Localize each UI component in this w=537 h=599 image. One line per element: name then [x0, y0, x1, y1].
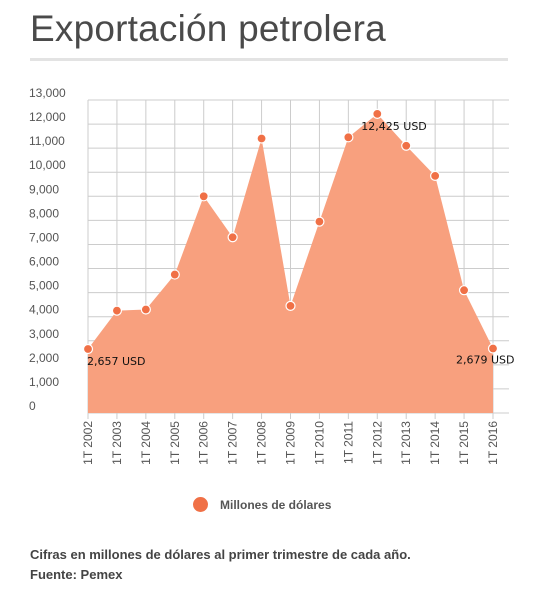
y-tick-label: 2,000: [29, 351, 59, 365]
y-tick-label: 0: [29, 399, 36, 413]
data-point: [169, 269, 180, 280]
x-tick-label: 1T 2012: [370, 421, 384, 465]
y-tick-label: 5,000: [29, 279, 59, 293]
x-tick-label: 1T 2006: [197, 421, 211, 465]
data-point: [314, 216, 325, 227]
page-title: Exportación petrolera: [30, 8, 386, 49]
y-tick-label: 9,000: [29, 182, 59, 196]
data-label: 2,657 USD: [87, 355, 146, 368]
footnote: Cifras en millones de dólares al primer …: [30, 545, 411, 585]
x-tick-label: 1T 2008: [255, 421, 269, 465]
y-tick-label: 6,000: [29, 255, 59, 269]
y-axis-ticks: 0 1,000 2,000 3,000 4,000 5,000 6,000 7,000 8,00…: [29, 86, 66, 413]
x-tick-label: 1T 2014: [428, 421, 442, 465]
data-point: [256, 133, 267, 144]
data-point: [140, 304, 151, 315]
x-tick-label: 1T 2002: [81, 421, 95, 465]
data-point: [487, 343, 499, 354]
x-tick-label: 1T 2003: [110, 421, 124, 465]
data-point: [343, 132, 354, 143]
title-divider: [30, 58, 508, 61]
y-tick-label: 7,000: [29, 230, 59, 244]
x-tick-label: 1T 2011: [341, 421, 355, 464]
data-label: 2,679 USD: [456, 353, 515, 366]
data-point: [111, 305, 123, 316]
y-tick-label: 8,000: [29, 206, 59, 220]
y-tick-label: 11,000: [29, 134, 65, 148]
y-tick-label: 4,000: [29, 303, 59, 317]
data-point: [401, 140, 412, 151]
y-tick-label: 10,000: [29, 158, 66, 172]
data-point: [198, 191, 209, 202]
x-axis-ticks: 1T 2002 1T 2003 1T 2004 1T 2005 1T 2006 1T 20…: [81, 421, 500, 465]
x-tick-label: 1T 2016: [486, 421, 500, 465]
y-tick-label: 12,000: [29, 110, 66, 124]
data-point: [82, 343, 94, 355]
y-tick-label: 13,000: [29, 86, 66, 100]
x-tick-label: 1T 2004: [139, 421, 153, 465]
x-tick-label: 1T 2010: [312, 421, 326, 465]
source-text: Fuente: Pemex: [30, 567, 123, 582]
data-point: [458, 285, 470, 296]
series-markers: [82, 108, 499, 355]
x-tick-label: 1T 2005: [168, 421, 182, 465]
data-point: [285, 300, 296, 311]
x-tick-label: 1T 2015: [457, 421, 471, 465]
data-point: [227, 232, 238, 243]
x-tick-label: 1T 2009: [284, 421, 298, 465]
series-area: [88, 113, 493, 413]
data-point: [372, 108, 383, 119]
y-tick-label: 3,000: [29, 327, 59, 341]
area-chart: 0 1,000 2,000 3,000 4,000 5,000 6,000 7,000 8,00…: [29, 86, 515, 465]
legend[interactable]: Millones de dólares: [193, 497, 331, 512]
y-tick-label: 1,000: [29, 375, 59, 389]
footnote-text: Cifras en millones de dólares al primer …: [30, 547, 411, 562]
legend-label: Millones de dólares: [220, 497, 332, 512]
x-tick-label: 1T 2013: [399, 421, 413, 465]
data-labels: 2,657 USD 12,425 USD 2,679 USD: [87, 120, 515, 368]
data-point: [430, 170, 441, 181]
x-tick-label: 1T 2007: [226, 421, 240, 465]
data-label: 12,425 USD: [361, 120, 427, 133]
legend-marker: [193, 497, 208, 512]
